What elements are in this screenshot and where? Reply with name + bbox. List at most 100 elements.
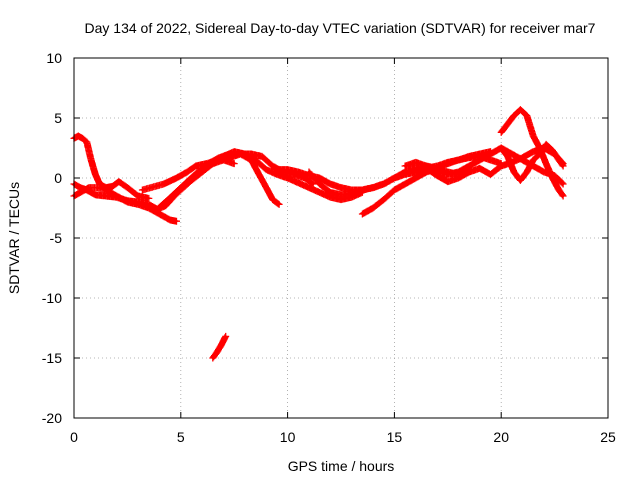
data-point — [186, 170, 189, 174]
data-point — [382, 198, 385, 201]
data-point — [525, 114, 528, 117]
data-point — [104, 194, 108, 198]
data-point — [510, 152, 514, 156]
data-point — [158, 212, 161, 216]
data-point — [233, 162, 236, 165]
data-point — [519, 179, 522, 182]
data-point — [542, 170, 546, 174]
data-point — [506, 155, 509, 158]
data-point — [147, 197, 150, 200]
data-point — [361, 212, 364, 216]
data-point — [215, 350, 219, 354]
data-point — [224, 335, 227, 338]
x-tick-label: 15 — [387, 429, 403, 445]
data-point — [265, 186, 268, 189]
data-point — [307, 170, 311, 174]
data-point — [414, 176, 417, 180]
data-point — [457, 176, 460, 180]
data-point — [175, 176, 178, 180]
data-point — [260, 155, 264, 158]
data-point — [478, 158, 481, 162]
data-point — [393, 176, 396, 180]
data-point — [297, 181, 300, 184]
series-track-14 — [209, 332, 230, 362]
data-point — [557, 188, 561, 192]
data-point — [478, 167, 481, 170]
y-tick-label: -5 — [50, 230, 63, 246]
data-point — [403, 173, 407, 176]
data-point — [85, 140, 89, 144]
data-point — [265, 168, 268, 171]
data-point — [519, 108, 522, 111]
data-point — [371, 206, 375, 210]
data-point — [500, 146, 503, 150]
data-point — [318, 182, 321, 186]
data-point — [489, 152, 492, 156]
data-point — [243, 152, 247, 156]
data-point — [414, 170, 417, 174]
data-point — [318, 191, 321, 194]
data-point — [339, 198, 343, 201]
data-point — [81, 137, 84, 140]
data-point — [525, 170, 528, 174]
data-point — [561, 164, 565, 168]
data-point — [111, 185, 114, 188]
data-point — [532, 158, 535, 162]
data-point — [179, 188, 182, 192]
data-point — [512, 114, 516, 117]
series-track-13 — [497, 140, 567, 184]
data-point — [361, 188, 364, 192]
series-track-12 — [497, 106, 567, 200]
x-tick-label: 20 — [493, 429, 509, 445]
data-point — [561, 182, 565, 186]
data-point — [256, 170, 259, 174]
data-point — [446, 180, 449, 183]
data-point — [275, 168, 279, 171]
data-point — [544, 162, 548, 165]
data-point — [446, 173, 449, 176]
x-tick-label: 5 — [177, 429, 185, 445]
data-point — [205, 162, 208, 165]
data-point — [506, 122, 509, 126]
data-point — [254, 158, 257, 162]
data-point — [312, 182, 315, 186]
data-point — [126, 186, 129, 189]
x-tick-label: 25 — [600, 429, 616, 445]
x-tick-label: 0 — [70, 429, 78, 445]
data-point — [551, 176, 554, 180]
data-point — [538, 152, 541, 156]
data-point — [329, 182, 332, 186]
data-point — [532, 134, 535, 138]
data-point — [96, 186, 99, 189]
data-point — [271, 198, 274, 201]
data-point — [117, 180, 121, 183]
data-point — [147, 203, 150, 206]
data-point — [94, 173, 97, 176]
data-point — [220, 343, 223, 346]
data-point — [329, 196, 332, 199]
data-point — [318, 176, 321, 180]
data-point — [149, 186, 153, 189]
y-tick-label: -10 — [42, 290, 62, 306]
data-point — [94, 193, 97, 196]
data-point — [403, 182, 407, 186]
data-point — [271, 164, 274, 168]
data-point — [339, 193, 343, 196]
data-point — [403, 164, 407, 168]
data-point — [500, 131, 503, 134]
data-point — [115, 196, 118, 199]
grid-lines — [74, 58, 608, 418]
data-point — [468, 170, 471, 174]
data-point — [478, 152, 481, 156]
y-tick-label: -15 — [42, 350, 62, 366]
data-point — [79, 186, 82, 189]
data-point — [446, 162, 449, 165]
data-point — [286, 168, 289, 171]
data-point — [79, 191, 82, 194]
y-axis-label: SDTVAR / TECUs — [6, 182, 22, 294]
data-point — [350, 192, 353, 195]
data-point — [457, 158, 460, 162]
data-point — [275, 173, 279, 176]
data-point — [393, 188, 396, 192]
data-point — [425, 167, 428, 170]
